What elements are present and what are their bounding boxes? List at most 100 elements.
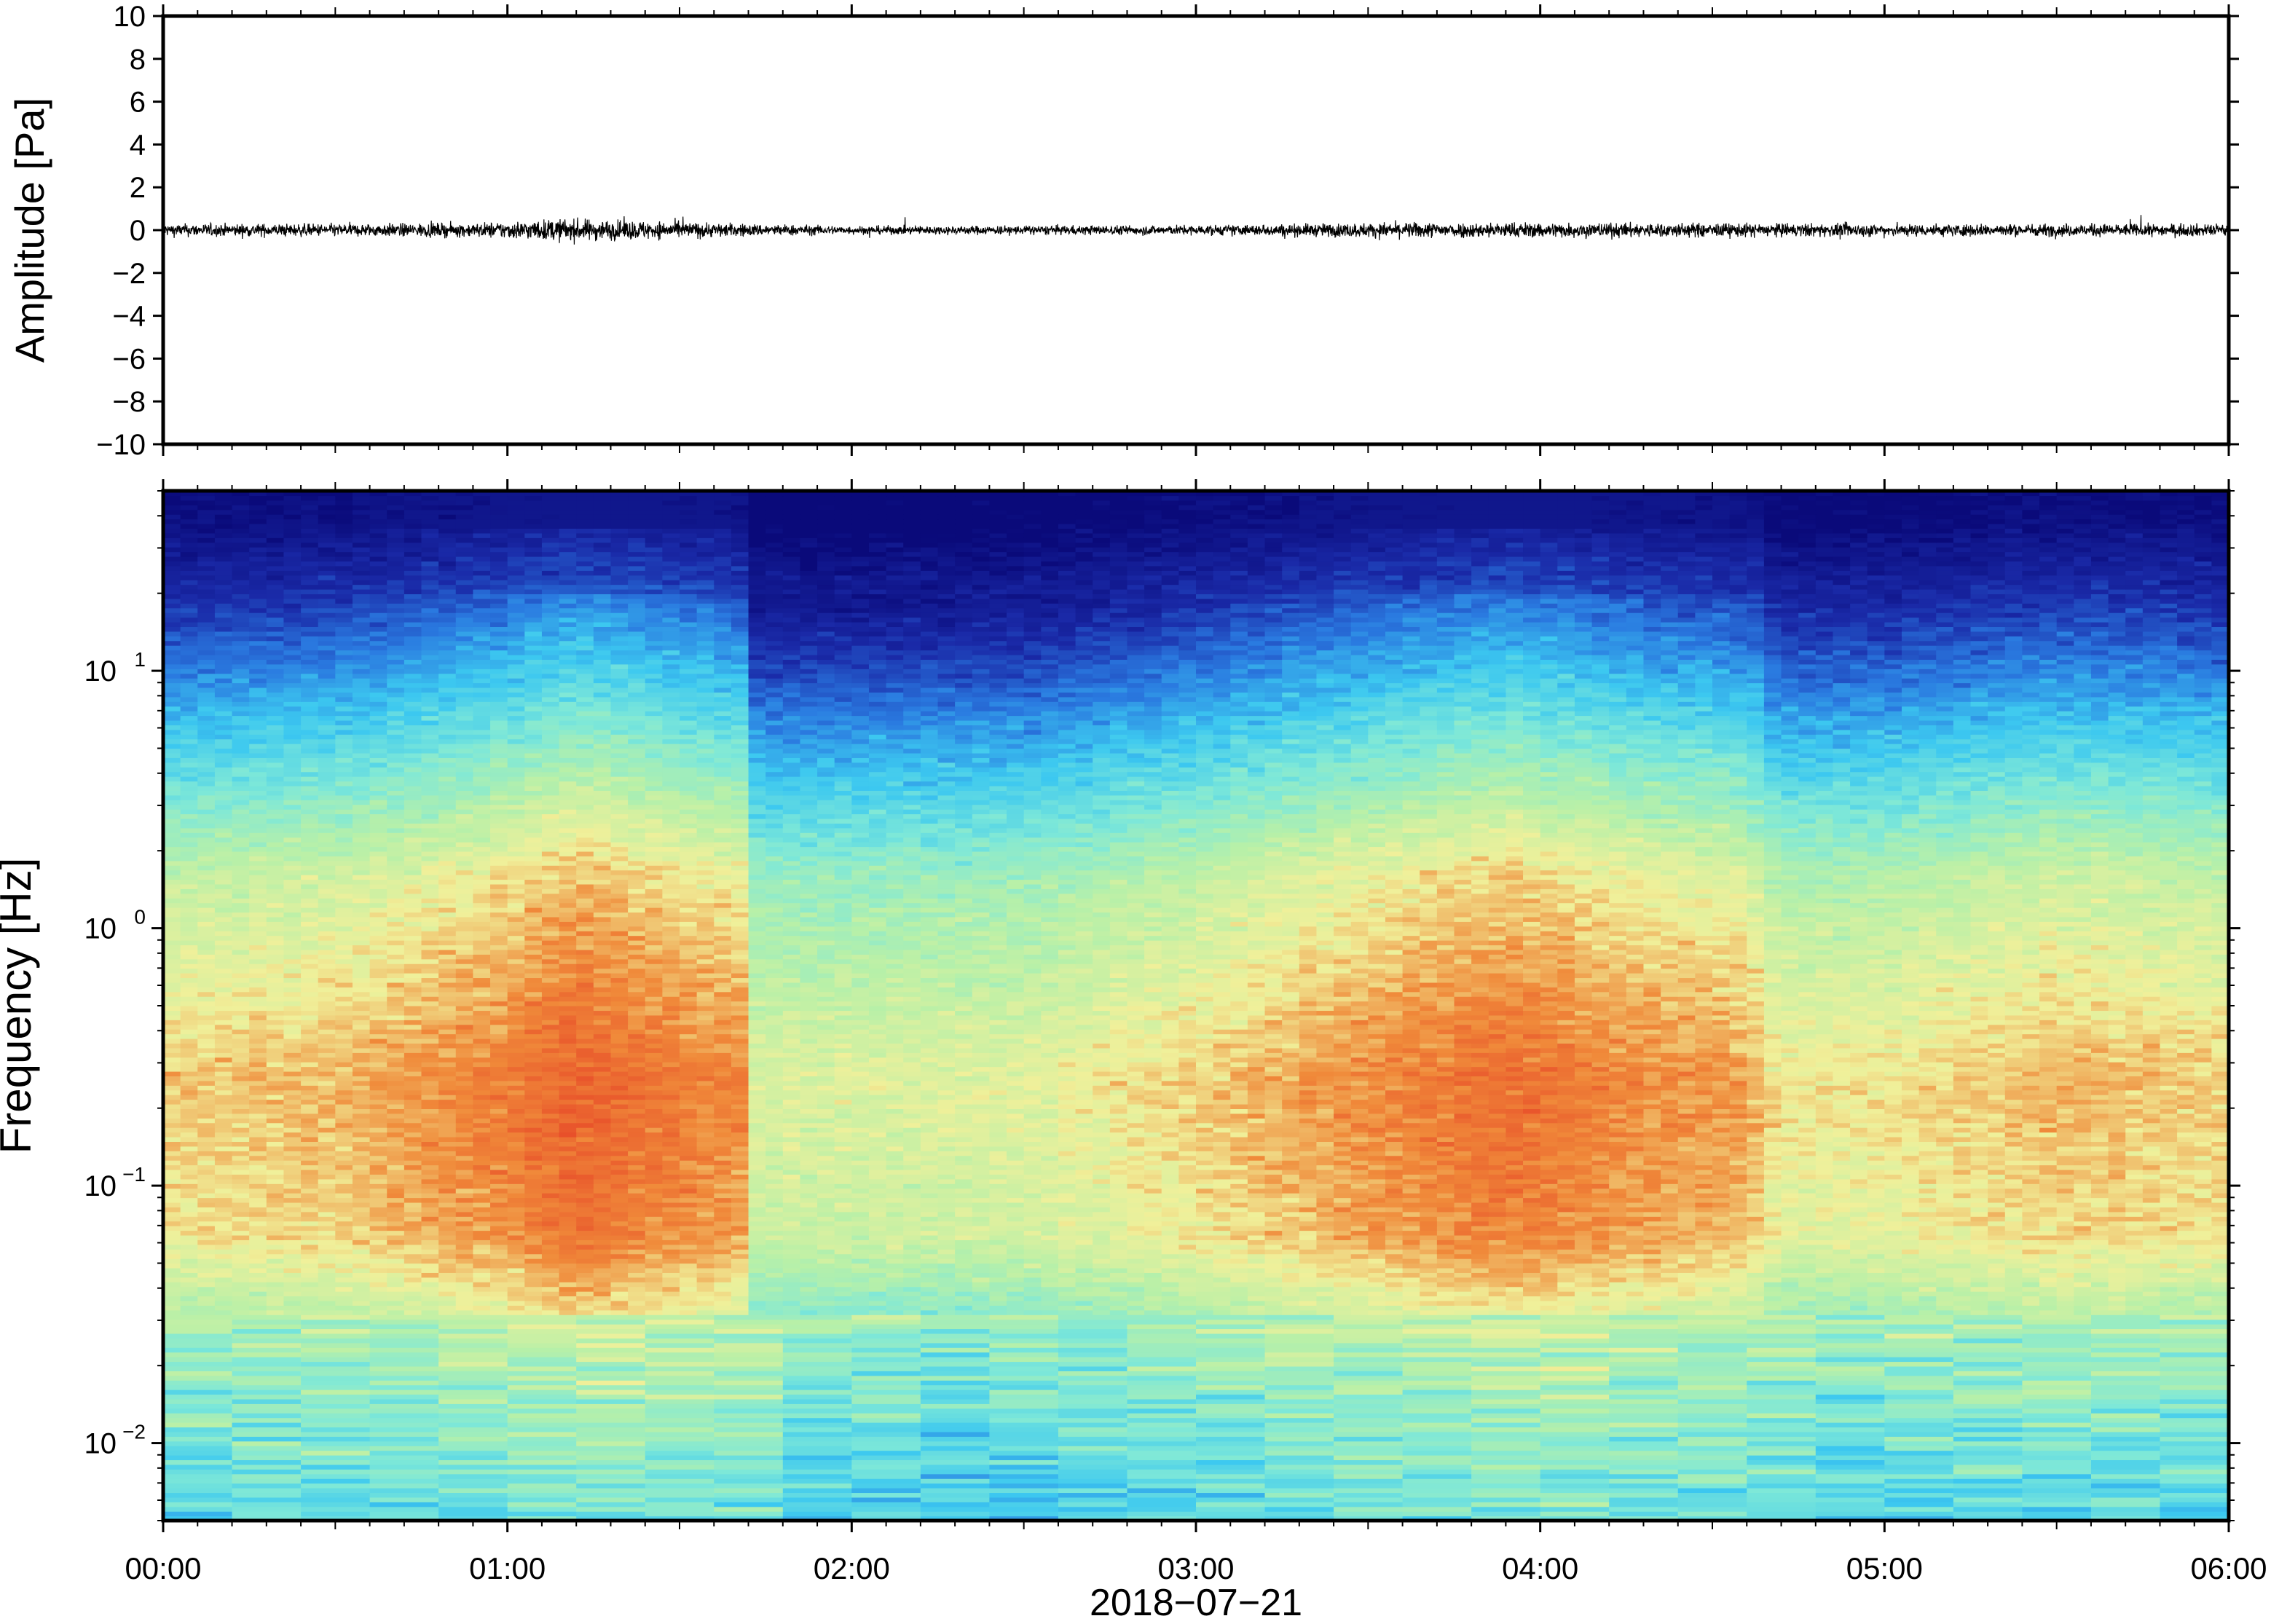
spectrogram-cell [1230, 1239, 1248, 1245]
spectrogram-cell [731, 1234, 749, 1240]
spectrogram-cell [1540, 1390, 1610, 1395]
spectrogram-cell [490, 1178, 508, 1184]
spectrogram-cell [645, 1511, 715, 1517]
spectrogram-cell [301, 1492, 371, 1498]
spectrogram-cell [301, 1459, 371, 1465]
spectrogram-cell [1747, 1221, 1765, 1226]
spectrogram-cell [1884, 1211, 1902, 1217]
spectrogram-cell [2177, 1258, 2195, 1264]
spectrogram-cell [920, 1357, 990, 1363]
spectrogram-cell [507, 1511, 577, 1517]
spectrogram-cell [851, 1436, 921, 1442]
spectrogram-cell [1471, 1300, 1489, 1306]
spectrogram-cell [1643, 1193, 1661, 1199]
spectrogram-cell [2022, 1347, 2092, 1353]
spectrogram-cell [1178, 1309, 1197, 1315]
spectrogram-cell [1420, 1309, 1438, 1315]
spectrogram-cell [1798, 1244, 1817, 1250]
spectrogram-cell [851, 1446, 921, 1451]
spectrogram-cell [232, 1483, 302, 1489]
spectrogram-cell [576, 1352, 646, 1357]
spectrogram-cell [2004, 1263, 2023, 1269]
spectrogram-cell [1334, 1427, 1404, 1432]
spectrogram-cell [473, 1221, 491, 1226]
spectrogram-cell [266, 1244, 285, 1250]
spectrogram-cell [1695, 1253, 1713, 1259]
spectrogram-cell [1729, 1263, 1747, 1269]
spectrogram-cell [1953, 1296, 1972, 1301]
spectrogram-cell [507, 1230, 525, 1236]
spectrogram-cell [1918, 1202, 1937, 1207]
spectrogram-cell [765, 1188, 784, 1194]
spectrogram-cell [1471, 1342, 1541, 1348]
spectrogram-cell [2004, 1258, 2023, 1264]
spectrogram-cell [473, 1188, 491, 1194]
spectrogram-cell [868, 1249, 887, 1255]
spectrogram-cell [2160, 1286, 2178, 1292]
spectrogram-cell [972, 1296, 990, 1301]
spectrogram-cell [576, 1338, 646, 1344]
spectrogram-cell [2125, 1296, 2144, 1301]
spectrogram-cell [266, 1234, 285, 1240]
spectrogram-cell [834, 1178, 852, 1184]
spectrogram-cell [507, 1249, 525, 1255]
spectrogram-cell [645, 1324, 715, 1330]
spectrogram-cell [335, 1178, 353, 1184]
spectrogram-cell [576, 1440, 646, 1446]
spectrogram-cell [1402, 1450, 1472, 1456]
spectrogram-cell [903, 1216, 921, 1222]
spectrogram-cell [1196, 1352, 1266, 1357]
spectrogram-cell [1574, 1277, 1593, 1282]
spectrogram-cell [1264, 1398, 1334, 1404]
spectrogram-cell [1609, 1357, 1679, 1363]
spectrogram-cell [369, 1483, 439, 1489]
spectrogram-cell [1075, 1291, 1093, 1297]
spectrogram-cell [851, 1497, 921, 1502]
spectrogram-cell [696, 1291, 715, 1297]
spectrogram-cell [955, 1221, 973, 1226]
spectrogram-cell [1523, 1253, 1541, 1259]
spectrogram-cell [1884, 1440, 1954, 1446]
spectrogram-cell [2142, 1282, 2161, 1288]
spectrogram-cell [559, 1234, 577, 1240]
spectrogram-cell [1815, 1398, 1885, 1404]
spectrogram-cell [266, 1305, 285, 1311]
spectrogram-cell [541, 1244, 560, 1250]
spectrogram-cell [1918, 1244, 1937, 1250]
spectrogram-cell [163, 1361, 233, 1367]
spectrogram-cell [1109, 1188, 1128, 1194]
spectrogram-cell [593, 1183, 612, 1189]
spectrogram-cell [1747, 1390, 1817, 1395]
spectrogram-cell [1282, 1277, 1300, 1282]
spectrogram-cell [1815, 1277, 1834, 1282]
spectrogram-cell [369, 1459, 439, 1465]
spectrogram-cell [232, 1296, 250, 1301]
spectrogram-cell [1264, 1413, 1334, 1419]
spectrogram-cell [180, 1234, 198, 1240]
spectrogram-cell [1023, 1244, 1042, 1250]
spectrogram-cell [1609, 1469, 1679, 1475]
spectrogram-cell [404, 1234, 422, 1240]
spectrogram-cell [1712, 1202, 1731, 1207]
spectrogram-cell [1058, 1380, 1128, 1386]
spectrogram-cell [1609, 1234, 1627, 1240]
spectrogram-cell [1264, 1446, 1334, 1451]
spectrogram-cell [232, 1511, 302, 1517]
spectrogram-cell [593, 1174, 612, 1180]
spectrogram-cell [2039, 1305, 2058, 1311]
spectrogram-cell [937, 1267, 956, 1273]
spectrogram-cell [1334, 1202, 1352, 1207]
spectrogram-cell [1557, 1193, 1575, 1199]
spectrogram-cell [507, 1309, 525, 1315]
spectrogram-cell [249, 1244, 267, 1250]
spectrogram-cell [2160, 1202, 2178, 1207]
spectrogram-cell [559, 1211, 577, 1217]
spectrogram-cell [1420, 1226, 1438, 1231]
spectrogram-cell [1007, 1291, 1025, 1297]
spectrogram-cell [868, 1244, 887, 1250]
spectrogram-cell [1350, 1286, 1369, 1292]
spectrogram-cell [1557, 1291, 1575, 1297]
spectrogram-cell [266, 1258, 285, 1264]
spectrogram-cell [163, 1380, 233, 1386]
spectrogram-cell [1833, 1282, 1851, 1288]
